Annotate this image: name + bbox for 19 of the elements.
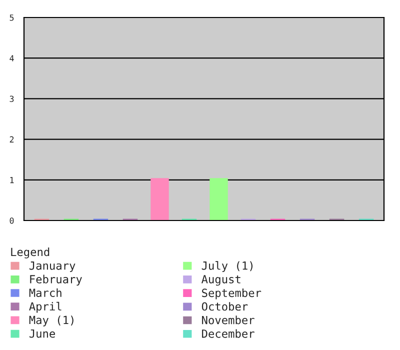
- legend-label: August: [201, 275, 240, 286]
- y-tick-label: 0: [10, 218, 14, 224]
- y-tick-label: 3: [10, 96, 14, 102]
- legend-label: March: [29, 288, 62, 297]
- legend-label: September: [202, 288, 262, 300]
- legend-label: January: [29, 262, 76, 272]
- y-tick-label: 2: [10, 136, 14, 142]
- legend-label: October: [202, 302, 248, 311]
- legend-label: December: [202, 329, 254, 338]
- legend-title: Legend: [11, 248, 50, 258]
- legend-label: November: [202, 316, 254, 324]
- y-tick-label: 4: [10, 55, 14, 62]
- legend-label: April: [29, 302, 62, 313]
- legend-label: June: [29, 330, 55, 338]
- y-tick-label: 5: [10, 14, 14, 21]
- y-tick-label: 1: [10, 177, 14, 184]
- legend-label: July (1): [202, 261, 252, 272]
- legend-label: May (1): [29, 316, 74, 326]
- legend-label: February: [30, 274, 82, 286]
